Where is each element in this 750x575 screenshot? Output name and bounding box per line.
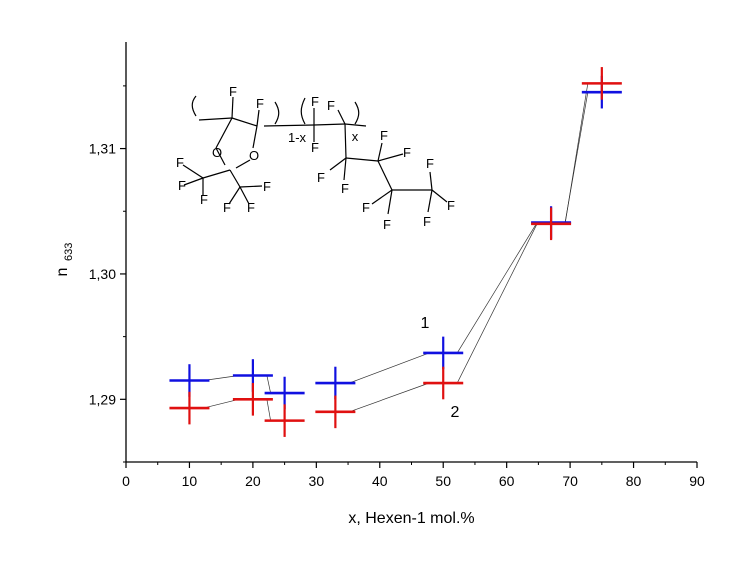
atom-f: F [380, 128, 388, 143]
atom-f: F [311, 94, 319, 109]
x-tick-label: 0 [122, 473, 130, 489]
atom-f: F [200, 192, 208, 207]
atom-f: F [311, 140, 319, 155]
atom-f: F [256, 96, 264, 111]
atom-f: F [247, 200, 255, 215]
x-tick-label: 90 [689, 473, 705, 489]
x-tick-label: 10 [182, 473, 198, 489]
subscript-x: x [352, 129, 359, 144]
connector-line [349, 352, 430, 384]
connector-line [456, 222, 538, 354]
connector-line [266, 399, 271, 421]
connector-line [349, 382, 430, 413]
atom-f: F [223, 200, 231, 215]
x-tick-label: 50 [435, 473, 451, 489]
atom-f: F [383, 217, 391, 232]
subscript-1-x: 1-x [288, 130, 307, 145]
series-2-annotation: 2 [451, 404, 460, 421]
connector-line [203, 398, 239, 409]
atom-f: F [317, 170, 325, 185]
atom-f: F [403, 145, 411, 160]
data-marks: 12 [169, 67, 622, 437]
atom-f: F [341, 181, 349, 196]
structure-bonds [182, 95, 448, 215]
atom-f: F [423, 214, 431, 229]
connector-line [564, 83, 589, 224]
x-tick-label: 40 [372, 473, 388, 489]
series-1-annotation: 1 [421, 315, 430, 332]
x-tick-label: 70 [562, 473, 578, 489]
connector-line [456, 223, 538, 384]
y-tick-label: 1,31 [89, 141, 116, 157]
x-tick-label: 20 [245, 473, 261, 489]
atom-o: O [249, 148, 259, 163]
x-tick-label: 80 [626, 473, 642, 489]
atom-f: F [176, 155, 184, 170]
y-axis-label: n [54, 268, 71, 277]
atom-f: F [263, 179, 271, 194]
y-axis-label-subscript: 633 [63, 243, 75, 261]
x-tick-label: 60 [499, 473, 515, 489]
y-axis-label-group: n 633 [54, 243, 75, 277]
x-axis-label: x, Hexen-1 mol.% [348, 510, 474, 527]
y-tick-label: 1,29 [89, 391, 116, 407]
atom-f: F [229, 84, 237, 99]
structure-labels: F F O O F F F F F F F F F F F F F F F F … [176, 84, 455, 232]
connector-line [266, 375, 271, 394]
atom-f: F [362, 200, 370, 215]
atom-f: F [327, 98, 335, 113]
y-tick-label: 1,30 [89, 266, 116, 282]
atom-f: F [178, 178, 186, 193]
chemical-structure: F F O O F F F F F F F F F F F F F F F F … [176, 84, 455, 232]
x-tick-label: 30 [309, 473, 325, 489]
axes: 0 10 20 30 40 50 60 70 80 90 1,29 1,30 1,31 x, Hexen-… [54, 42, 705, 527]
atom-f: F [426, 156, 434, 171]
atom-f: F [447, 198, 455, 213]
atom-o: O [212, 145, 222, 160]
